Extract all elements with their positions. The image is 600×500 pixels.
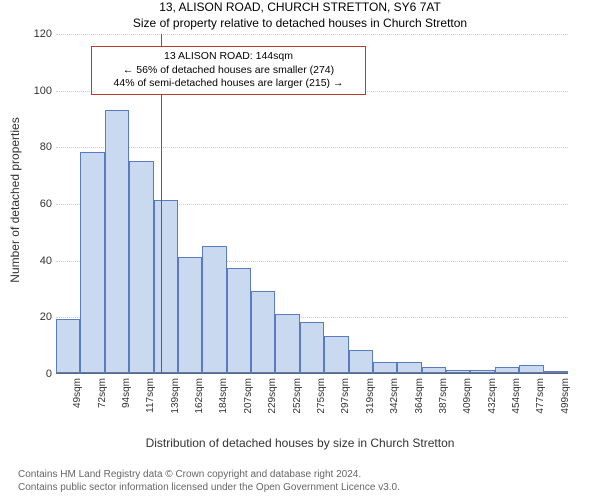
histogram-bar [227, 268, 251, 373]
histogram-bar [495, 367, 519, 373]
x-tick-label: 364sqm [414, 378, 425, 414]
chart-title-line2: Size of property relative to detached ho… [0, 16, 600, 32]
footnote: Contains HM Land Registry data © Crown c… [18, 469, 400, 494]
histogram-bar [470, 370, 494, 373]
histogram-bar [422, 367, 446, 373]
histogram-bar [154, 200, 178, 373]
x-tick-label: 162sqm [194, 378, 205, 414]
histogram-bar [178, 257, 202, 373]
histogram-bar [275, 314, 299, 374]
x-tick-label: 297sqm [340, 378, 351, 414]
histogram-bar [251, 291, 275, 373]
annotation-line3: 44% of semi-detached houses are larger (… [98, 77, 359, 91]
histogram-bar [80, 152, 104, 373]
gridline [56, 34, 568, 35]
footnote-line1: Contains HM Land Registry data © Crown c… [18, 469, 400, 482]
y-axis-label: Number of detached properties [8, 117, 22, 282]
x-tick-label: 319sqm [365, 378, 376, 414]
x-tick-label: 454sqm [511, 378, 522, 414]
histogram-bar [446, 370, 470, 373]
x-tick-label: 432sqm [487, 378, 498, 414]
x-tick-label: 207sqm [243, 378, 254, 414]
x-tick-label: 229sqm [267, 378, 278, 414]
x-axis-label: Distribution of detached houses by size … [0, 436, 600, 450]
x-tick-label: 94sqm [121, 378, 132, 408]
histogram-bar [202, 246, 226, 374]
x-tick-label: 49sqm [72, 378, 83, 408]
x-tick-label: 477sqm [535, 378, 546, 414]
x-tick-label: 184sqm [218, 378, 229, 414]
y-tick-label: 120 [24, 28, 56, 40]
histogram-bar [373, 362, 397, 373]
histogram-bar [544, 371, 568, 373]
histogram-bar [397, 362, 421, 373]
annotation-line1: 13 ALISON ROAD: 144sqm [98, 50, 359, 64]
histogram-bar [105, 110, 129, 374]
histogram-bar [324, 336, 348, 373]
x-tick-label: 72sqm [97, 378, 108, 408]
histogram-bar [349, 350, 373, 373]
x-tick-label: 387sqm [438, 378, 449, 414]
chart-title-line1: 13, ALISON ROAD, CHURCH STRETTON, SY6 7A… [0, 0, 600, 16]
annotation-line2: ← 56% of detached houses are smaller (27… [98, 64, 359, 78]
x-tick-label: 499sqm [560, 378, 571, 414]
x-tick-label: 342sqm [389, 378, 400, 414]
histogram-bar [300, 322, 324, 373]
gridline [56, 147, 568, 148]
chart-area: 02040608010012049sqm72sqm94sqm117sqm139s… [56, 34, 568, 414]
x-tick-label: 275sqm [316, 378, 327, 414]
footnote-line2: Contains public sector information licen… [18, 482, 400, 495]
y-tick-label: 40 [24, 255, 56, 267]
x-tick-label: 252sqm [292, 378, 303, 414]
y-tick-label: 60 [24, 198, 56, 210]
histogram-bar [56, 319, 80, 373]
x-tick-label: 409sqm [462, 378, 473, 414]
y-tick-label: 100 [24, 85, 56, 97]
annotation-box: 13 ALISON ROAD: 144sqm← 56% of detached … [91, 46, 366, 95]
histogram-bar [129, 161, 153, 374]
y-tick-label: 20 [24, 311, 56, 323]
x-tick-label: 139sqm [170, 378, 181, 414]
x-tick-label: 117sqm [145, 378, 156, 413]
y-tick-label: 0 [24, 368, 56, 380]
histogram-bar [519, 365, 543, 374]
y-tick-label: 80 [24, 141, 56, 153]
plot-region: 02040608010012049sqm72sqm94sqm117sqm139s… [56, 34, 568, 374]
